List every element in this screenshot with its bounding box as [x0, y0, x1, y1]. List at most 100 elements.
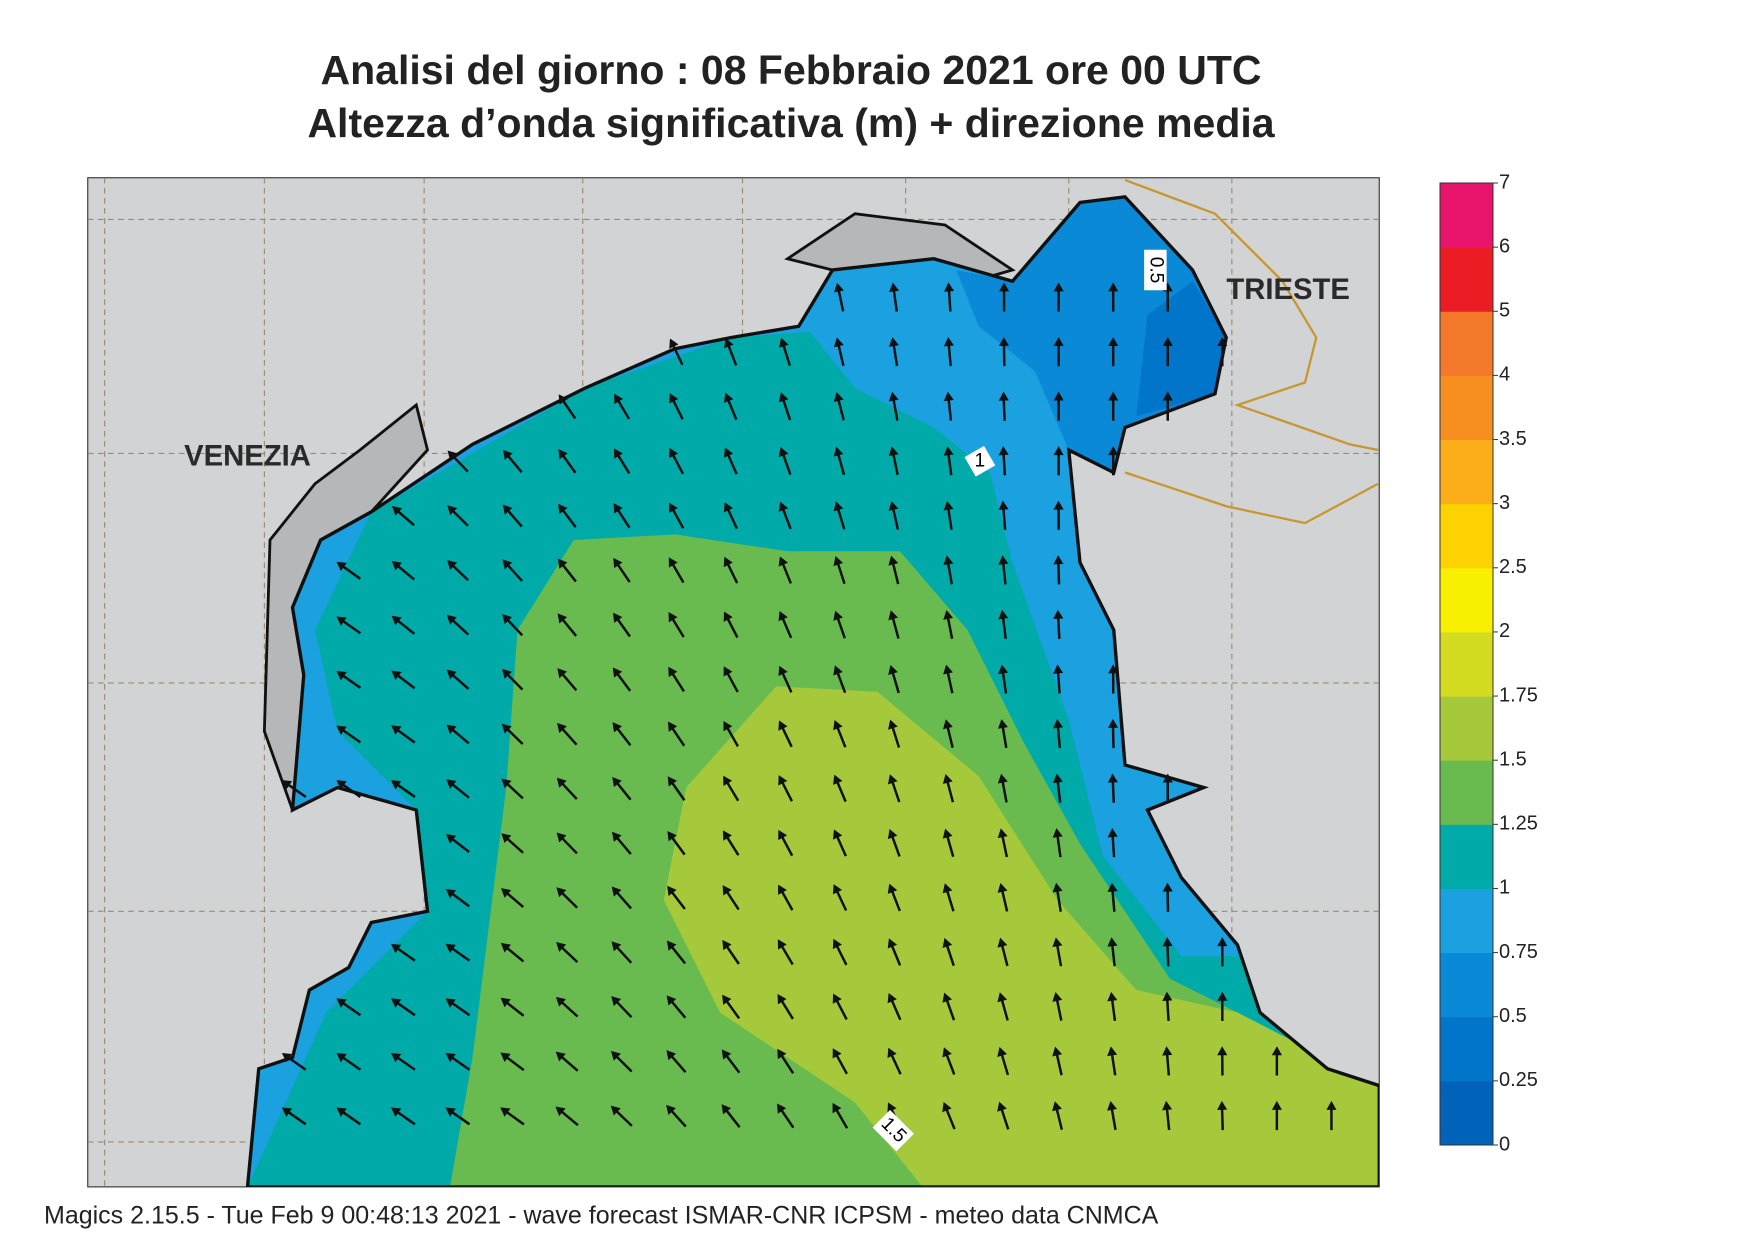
- colorbar-band: [1440, 503, 1493, 569]
- arrow-head: [833, 610, 843, 621]
- direction-arrow: [833, 774, 847, 803]
- arrow-head: [942, 773, 953, 784]
- arrow-head: [778, 337, 789, 348]
- arrow-head: [336, 561, 347, 572]
- direction-arrow: [611, 831, 632, 855]
- arrow-head: [943, 719, 953, 730]
- direction-arrow: [998, 609, 1009, 640]
- direction-arrow: [501, 888, 525, 909]
- contour-label-text: 0.5: [1145, 257, 1166, 284]
- direction-arrow: [778, 720, 793, 748]
- direction-arrow: [1108, 664, 1119, 694]
- arrow-head: [445, 888, 457, 899]
- direction-arrow: [445, 888, 471, 908]
- direction-arrow: [887, 938, 902, 966]
- direction-arrow: [1053, 609, 1064, 640]
- arrow-head: [997, 1101, 1007, 1112]
- arrow-head: [557, 722, 567, 733]
- arrow-head: [778, 775, 788, 786]
- arrow-head: [1217, 937, 1228, 947]
- arrow-head: [997, 992, 1008, 1003]
- direction-arrow: [778, 665, 793, 693]
- arrow-head: [1107, 1046, 1118, 1057]
- arrow-head: [390, 780, 402, 790]
- direction-arrow: [445, 1052, 471, 1071]
- direction-arrow: [1052, 773, 1063, 803]
- direction-arrow: [666, 940, 687, 965]
- direction-arrow: [998, 391, 1009, 421]
- direction-arrow: [610, 1050, 633, 1073]
- arrow-head: [557, 613, 568, 624]
- arrow-head: [887, 938, 898, 949]
- direction-arrow: [888, 664, 900, 694]
- direction-arrow: [501, 833, 524, 854]
- colorbar-tick-label: 0: [1499, 1133, 1510, 1155]
- arrow-head: [666, 995, 677, 1006]
- arrow-head: [556, 832, 567, 843]
- direction-arrow: [1162, 937, 1173, 967]
- arrow-head: [1053, 391, 1064, 401]
- direction-arrow: [778, 392, 792, 421]
- direction-arrow: [669, 393, 684, 420]
- direction-arrow: [445, 834, 470, 853]
- arrow-head: [668, 666, 678, 678]
- arrow-head: [500, 1052, 511, 1062]
- arrow-head: [942, 1047, 952, 1058]
- arrow-head: [613, 448, 623, 459]
- arrow-head: [610, 1050, 621, 1061]
- colorbar-band: [1440, 952, 1493, 1018]
- colorbar-tick-label: 1.25: [1499, 813, 1538, 835]
- direction-arrow: [1107, 1101, 1118, 1131]
- colorbar-band: [1440, 824, 1493, 889]
- arrow-head: [1052, 1101, 1062, 1112]
- direction-arrow: [723, 556, 739, 584]
- direction-arrow: [1052, 828, 1063, 858]
- arrow-head: [502, 504, 513, 515]
- arrow-head: [997, 828, 1008, 839]
- arrow-head: [445, 943, 456, 954]
- direction-arrow: [997, 882, 1009, 912]
- direction-arrow: [1217, 991, 1228, 1021]
- arrow-head: [667, 831, 677, 842]
- colorbar-tick-label: 1: [1499, 877, 1510, 899]
- arrow-head: [1108, 282, 1119, 292]
- direction-arrow: [721, 1049, 741, 1074]
- arrow-head: [391, 560, 402, 571]
- colorbar-tick-label: 0.5: [1499, 1005, 1527, 1027]
- arrow-head: [997, 937, 1008, 948]
- direction-arrow: [390, 1107, 416, 1126]
- direction-arrow: [942, 1047, 956, 1076]
- direction-arrow: [1052, 1101, 1064, 1130]
- direction-arrow: [1053, 391, 1064, 421]
- border: [1124, 178, 1379, 525]
- direction-arrow: [502, 614, 524, 637]
- arrow-head: [833, 391, 844, 402]
- arrow-head: [446, 779, 457, 789]
- direction-arrow: [997, 992, 1009, 1021]
- subtitle: Altezza d’onda significativa (m) + direz…: [307, 100, 1275, 146]
- arrow-head: [336, 1052, 347, 1063]
- direction-arrow: [834, 282, 845, 312]
- direction-arrow: [502, 559, 523, 582]
- arrow-head: [445, 1107, 456, 1117]
- arrow-head: [666, 1050, 677, 1061]
- arrow-head: [998, 446, 1009, 456]
- arrow-head: [1053, 609, 1064, 620]
- arrow-head: [833, 829, 843, 840]
- direction-arrow: [501, 723, 524, 745]
- arrow-head: [1053, 664, 1064, 674]
- direction-arrow: [336, 671, 362, 689]
- arrow-head: [558, 449, 568, 460]
- arrow-head: [612, 776, 622, 788]
- arrow-head: [613, 503, 623, 514]
- direction-arrow: [667, 776, 686, 801]
- direction-arrow: [1217, 1046, 1228, 1076]
- direction-arrow: [336, 1052, 362, 1071]
- direction-arrow: [1217, 937, 1228, 967]
- arrow-head: [778, 392, 789, 403]
- arrow-head: [777, 1048, 787, 1060]
- arrow-head: [500, 1107, 511, 1117]
- arrow-head: [942, 937, 953, 949]
- direction-arrow: [666, 1050, 687, 1074]
- direction-arrow: [446, 724, 470, 745]
